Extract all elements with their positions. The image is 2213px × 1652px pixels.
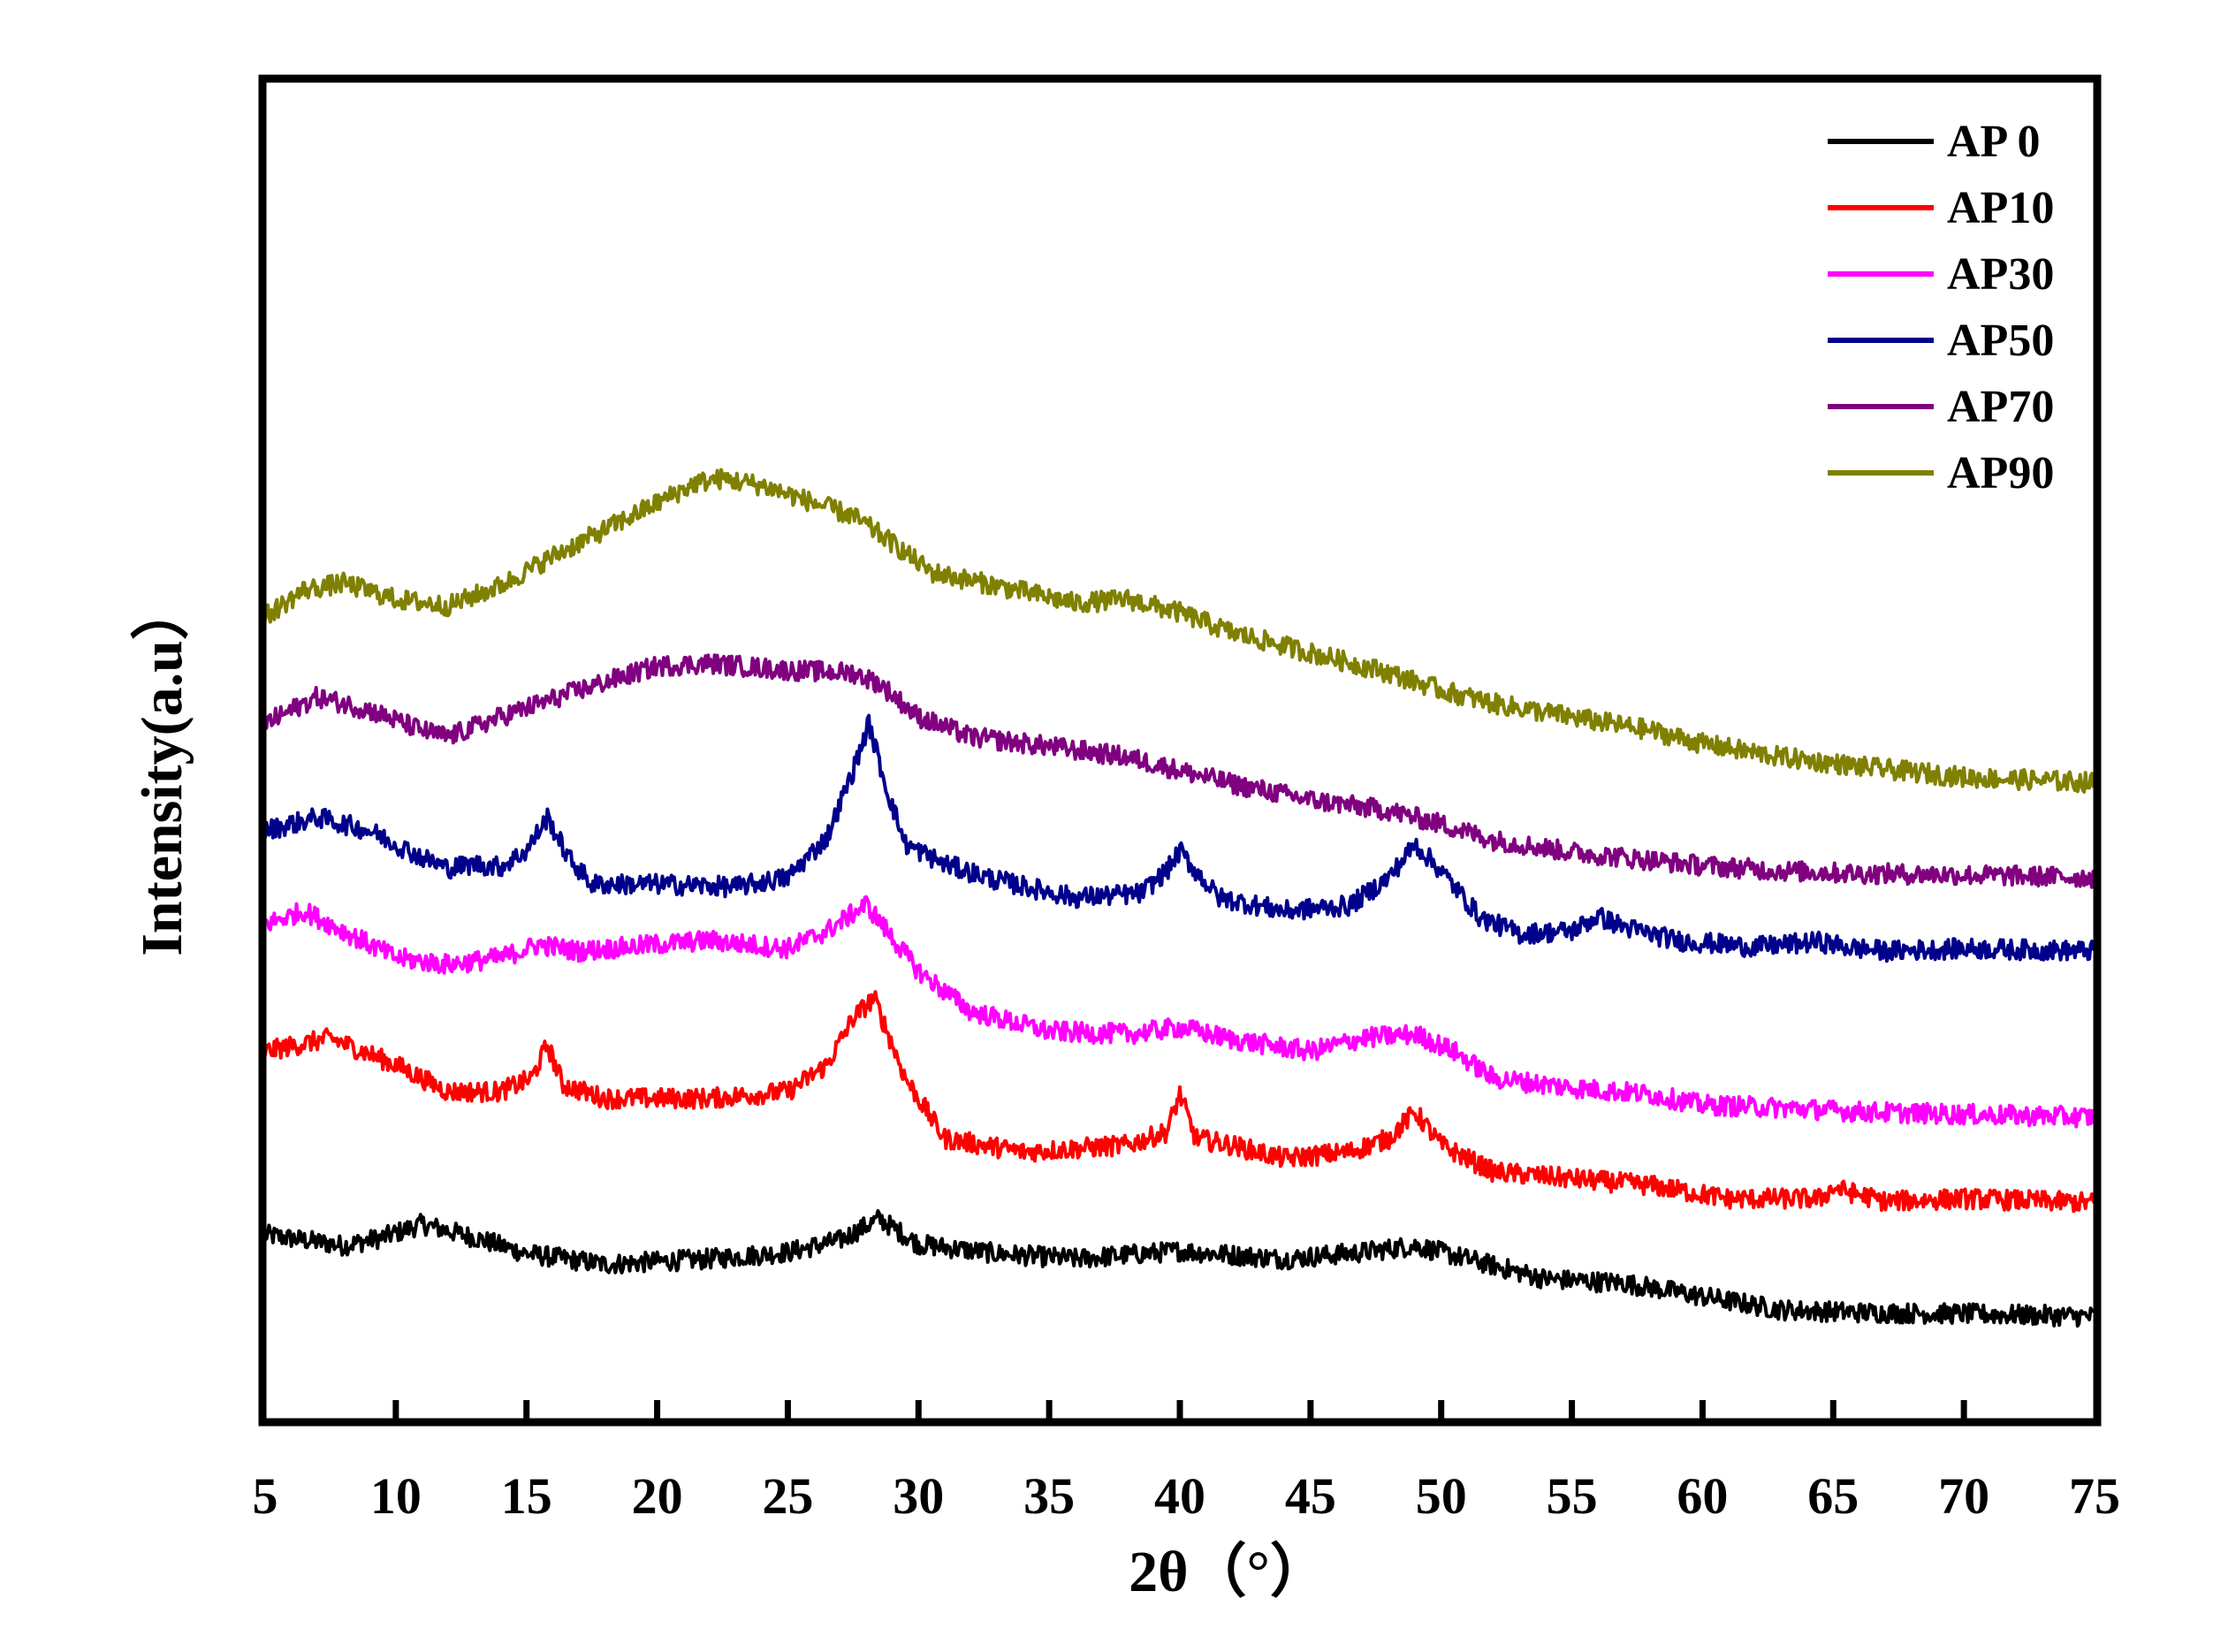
legend-label: AP50 — [1947, 316, 2054, 366]
x-tick-label: 10 — [370, 1467, 422, 1525]
legend-label: AP10 — [1947, 183, 2054, 233]
x-tick-label: 35 — [1023, 1467, 1075, 1525]
x-tick-label: 25 — [762, 1467, 813, 1525]
x-tick-label: 30 — [893, 1467, 944, 1525]
series-line-ap50 — [263, 713, 2096, 963]
series-line-ap0 — [263, 1209, 2095, 1328]
legend-label: AP30 — [1947, 249, 2054, 300]
x-tick-label: 15 — [501, 1467, 552, 1525]
x-tick-label: 40 — [1154, 1467, 1205, 1525]
legend-label: AP 0 — [1947, 117, 2040, 167]
x-tick-label: 5 — [253, 1467, 278, 1525]
x-ticks: 5 10 15 20 25 30 35 40 45 50 55 60 65 70 75 — [253, 1400, 2120, 1525]
x-tick-label: 45 — [1285, 1467, 1336, 1525]
x-tick-label: 65 — [1807, 1467, 1859, 1525]
legend-label: AP90 — [1947, 448, 2054, 499]
legend: AP 0 AP10 AP30 AP50 AP70 AP90 — [1828, 117, 2054, 499]
x-tick-label: 60 — [1677, 1467, 1728, 1525]
legend-label: AP70 — [1947, 382, 2054, 432]
x-tick-label: 20 — [632, 1467, 683, 1525]
series-line-ap30 — [263, 895, 2096, 1129]
series-layer — [263, 468, 2096, 1328]
x-tick-label: 55 — [1547, 1467, 1598, 1525]
plot-frame — [258, 74, 2102, 1427]
x-tick-label: 70 — [1938, 1467, 1989, 1525]
x-tick-label: 50 — [1416, 1467, 1467, 1525]
x-axis-title: 2θ（°） — [1129, 1539, 1328, 1604]
series-line-ap10 — [263, 990, 2096, 1214]
series-line-ap90 — [263, 468, 2096, 794]
y-axis-title: Intensity(a.u） — [129, 582, 194, 956]
series-line-ap70 — [263, 653, 2096, 889]
x-tick-label: 75 — [2069, 1467, 2120, 1525]
